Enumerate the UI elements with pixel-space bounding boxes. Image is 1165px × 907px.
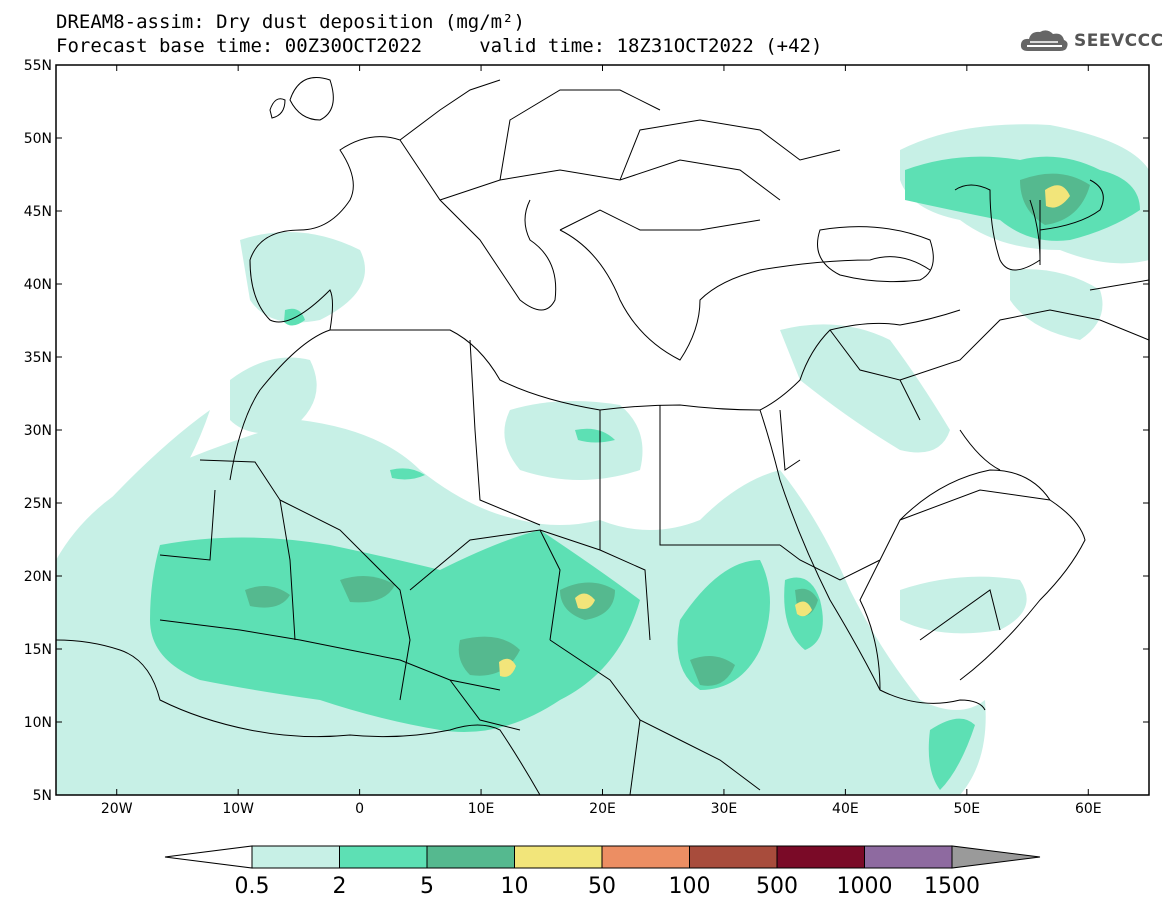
colorbar-label: 0.5 [235,874,270,899]
lon-tick-label: 60E [1075,801,1102,817]
colorbar-label: 1500 [924,874,980,899]
lat-tick-label: 20N [24,569,52,585]
lon-tick-label: 50E [953,801,980,817]
colorbar-label: 2 [333,874,347,899]
colorbar-segment [251,845,340,869]
colorbar-label: 5 [420,874,434,899]
colorbar-under-arrow [164,845,253,869]
colorbar-segment [689,845,778,869]
colorbar-segment [776,845,865,869]
colorbar: 0.5 2 5 10 50 100 500 1000 1500 [164,845,1041,899]
lon-tick-label: 10E [468,801,495,817]
dust-fields [56,124,1149,795]
lat-tick-label: 35N [24,350,52,366]
deposition-5-10-areas [245,173,1090,686]
lat-tick-label: 30N [24,423,52,439]
lon-tick-label: 0 [355,801,364,817]
lon-tick-label: 40E [832,801,859,817]
lat-tick-label: 55N [24,58,52,74]
colorbar-label: 500 [756,874,798,899]
colorbar-label: 10 [501,874,529,899]
cloud-icon [1020,30,1068,51]
lat-tick-label: 40N [24,277,52,293]
lon-tick-label: 20E [589,801,616,817]
logo-text: SEEVCCC [1074,31,1164,51]
lat-tick-label: 5N [33,788,52,804]
deposition-10-50-areas [499,185,1070,677]
colorbar-label: 100 [669,874,711,899]
lat-tick-label: 25N [24,496,52,512]
colorbar-label: 50 [588,874,616,899]
lat-tick-label: 50N [24,131,52,147]
lon-tick-label: 10W [222,801,254,817]
longitude-axis: 20W 10W 0 10E 20E 30E 40E 50E 60E [101,65,1102,817]
forecast-time-subtitle: Forecast base time: 00Z30OCT2022 valid t… [56,35,823,57]
colorbar-segment [426,845,515,869]
coastlines-and-borders [56,77,1149,795]
latitude-axis: 55N 50N 45N 40N 35N 30N 25N 20N 15N 10N 5N [24,58,1149,804]
lat-tick-label: 45N [24,204,52,220]
lat-tick-label: 15N [24,642,52,658]
seevccc-logo: SEEVCCC [1018,26,1164,56]
map-title: DREAM8-assim: Dry dust deposition (mg/m²… [56,11,525,33]
colorbar-segment [339,845,428,869]
deposition-2-5-areas [150,156,1140,790]
colorbar-label: 1000 [837,874,893,899]
lon-tick-label: 30E [711,801,738,817]
colorbar-segment [864,845,953,869]
lon-tick-label: 20W [101,801,133,817]
colorbar-segment [514,845,603,869]
colorbar-segment [601,845,690,869]
colorbar-over-arrow [951,845,1041,869]
lat-tick-label: 10N [24,715,52,731]
